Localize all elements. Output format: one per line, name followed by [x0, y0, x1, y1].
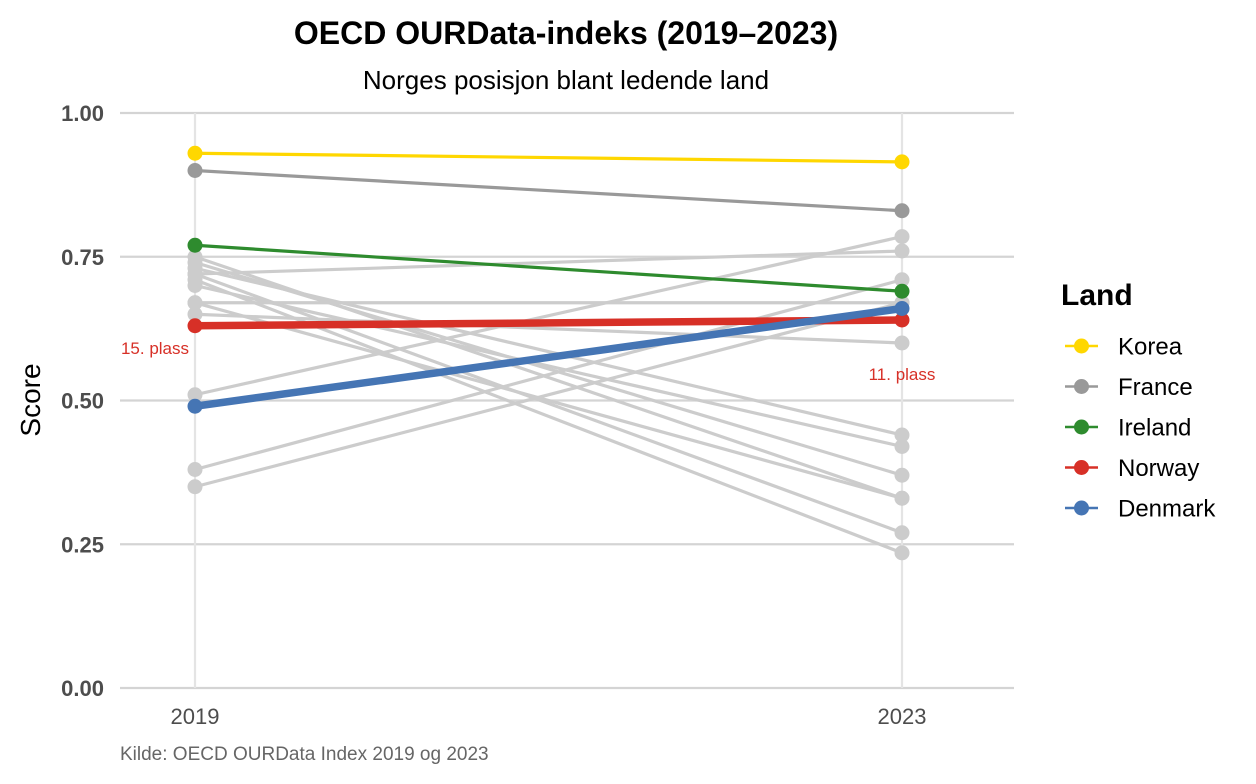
series-line-norway [191, 316, 906, 330]
background-point [894, 272, 910, 288]
annotations: 15. plass 11. plass [121, 339, 935, 384]
legend-label-france: France [1118, 374, 1193, 401]
series-point-france [894, 203, 910, 219]
series-point-korea [187, 145, 203, 161]
y-tick-label: 0.00 [61, 676, 104, 701]
y-tick-label: 0.50 [61, 389, 104, 414]
annotation-label: 15. plass [121, 339, 189, 358]
background-series-line [194, 266, 903, 437]
x-tick-label: 2019 [171, 704, 220, 729]
series-line-korea [193, 151, 904, 164]
series-line-ireland [193, 243, 904, 293]
y-tick-labels: 0.00 0.25 0.50 0.75 1.00 [61, 101, 104, 701]
background-point [187, 278, 203, 293]
series-point-norway [894, 312, 910, 328]
series-point-norway [187, 318, 203, 334]
background-point [894, 545, 910, 561]
legend-label-korea: Korea [1118, 334, 1183, 361]
background-point [894, 335, 910, 351]
series-line-france [193, 168, 904, 213]
background-point [894, 427, 910, 443]
background-series-line [194, 249, 903, 276]
chart-title: OECD OURData-indeks (2019–2023) [294, 15, 838, 51]
background-point [894, 439, 910, 454]
background-point [894, 243, 910, 259]
series-point-france [187, 163, 203, 178]
background-point [187, 255, 203, 270]
y-tick-label: 0.25 [61, 532, 104, 557]
legend-title: Land [1061, 279, 1133, 312]
series-point-korea [894, 154, 910, 170]
x-tick-label: 2023 [878, 704, 927, 729]
legend: Land Korea France Ireland Norway Denmark [1061, 279, 1216, 523]
chart-subtitle: Norges posisjon blant ledende land [363, 65, 769, 95]
legend-marker-norway [1074, 460, 1089, 475]
background-point [894, 467, 910, 483]
background-series-line [194, 301, 903, 489]
background-series-line [194, 312, 903, 345]
background-series-line [194, 278, 903, 472]
series-point-denmark [187, 398, 203, 414]
background-series-line [194, 272, 903, 535]
background-point [187, 387, 203, 403]
chart-caption: Kilde: OECD OURData Index 2019 og 2023 [120, 744, 489, 765]
series-line-denmark [191, 304, 906, 410]
background-point [187, 479, 203, 495]
highlighted-series [187, 145, 910, 414]
background-point [187, 306, 203, 322]
background-point [894, 525, 910, 541]
legend-label-norway: Norway [1118, 455, 1199, 482]
legend-label-ireland: Ireland [1118, 415, 1191, 442]
background-point [187, 295, 203, 311]
series-point-denmark [894, 301, 910, 316]
legend-marker-denmark [1074, 500, 1089, 516]
legend-label-denmark: Denmark [1118, 496, 1216, 523]
background-point [894, 229, 910, 245]
background-point [187, 462, 203, 477]
series-point-ireland [894, 283, 910, 299]
y-axis-label: Score [15, 363, 46, 436]
legend-marker-korea [1074, 338, 1089, 354]
background-point [894, 490, 910, 506]
y-tick-label: 0.75 [61, 245, 104, 270]
y-tick-label: 1.00 [61, 101, 104, 126]
legend-marker-ireland [1074, 419, 1089, 435]
background-series-line [194, 260, 903, 477]
series-point-ireland [187, 237, 203, 253]
background-series-line [194, 283, 903, 449]
background-point [187, 266, 203, 282]
background-series-line [194, 301, 903, 500]
x-tick-labels: 2019 2023 [171, 704, 927, 729]
annotation-label: 11. plass [869, 365, 936, 384]
background-series-line [194, 235, 903, 397]
legend-marker-france [1074, 379, 1089, 394]
